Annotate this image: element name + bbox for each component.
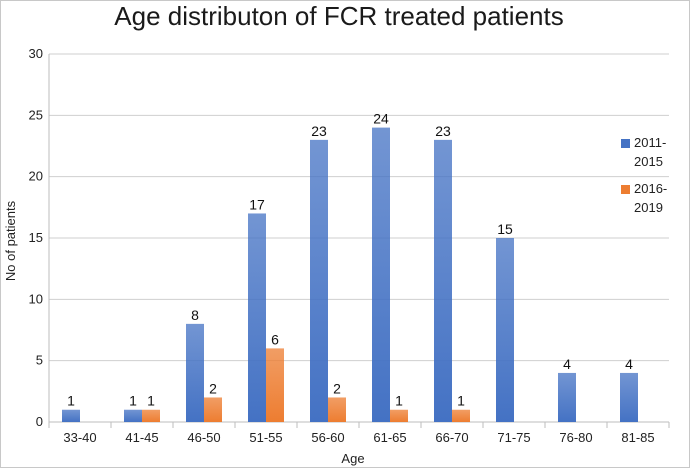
data-label: 2: [209, 380, 217, 396]
chart-title: Age distributon of FCR treated patients: [114, 1, 563, 31]
bar-series-2: [266, 348, 284, 422]
x-tick-label: 46-50: [187, 430, 220, 445]
x-tick-label: 71-75: [497, 430, 530, 445]
y-tick-label: 0: [36, 414, 43, 429]
x-axis-title: Age: [341, 451, 364, 466]
grid-lines: [49, 53, 669, 362]
bar-series-2: [204, 397, 222, 422]
x-tick-label: 61-65: [373, 430, 406, 445]
data-label: 8: [191, 307, 199, 323]
y-axis-title: No of patients: [3, 200, 18, 281]
bar-series-1: [434, 139, 452, 422]
legend-label: 2011-: [634, 135, 666, 150]
data-label: 17: [249, 196, 265, 212]
data-label: 1: [457, 393, 465, 409]
bar-series-1: [186, 323, 204, 422]
bar-series-1: [372, 127, 390, 422]
bar-series-1: [310, 139, 328, 422]
x-tick-label: 66-70: [435, 430, 468, 445]
bar-series-2: [328, 397, 346, 422]
x-tick-label: 76-80: [559, 430, 592, 445]
data-label: 15: [497, 221, 513, 237]
bar-series-2: [142, 409, 160, 422]
legend-label: 2019: [634, 200, 663, 215]
tick-labels: 0 5 10 15 20 25 30 33-40 41-45 46-50 51-55 56-60 61-…: [29, 46, 655, 445]
bars: [62, 127, 638, 422]
data-label: 24: [373, 111, 389, 127]
data-label: 1: [395, 393, 403, 409]
bar-series-1: [558, 372, 576, 422]
data-label: 23: [435, 123, 451, 139]
data-label: 4: [563, 356, 571, 372]
y-tick-label: 25: [29, 107, 43, 122]
data-label: 4: [625, 356, 633, 372]
y-tick-label: 15: [29, 230, 43, 245]
legend-label: 2015: [634, 154, 663, 169]
x-tick-label: 81-85: [621, 430, 654, 445]
bar-series-1: [620, 372, 638, 422]
data-label: 23: [311, 123, 327, 139]
data-label: 6: [271, 331, 279, 347]
x-tick-label: 41-45: [125, 430, 158, 445]
x-tick-label: 51-55: [249, 430, 282, 445]
axes: [48, 54, 670, 428]
x-tick-label: 33-40: [63, 430, 96, 445]
bar-series-2: [390, 409, 408, 422]
bar-series-1: [62, 409, 80, 422]
data-label: 1: [129, 393, 137, 409]
bar-series-1: [496, 238, 514, 422]
data-label: 1: [67, 393, 75, 409]
legend: 2011- 2015 2016- 2019: [621, 135, 667, 215]
legend-swatch: [621, 185, 630, 194]
y-tick-label: 30: [29, 46, 43, 61]
y-tick-label: 5: [36, 353, 43, 368]
bar-series-2: [452, 409, 470, 422]
y-tick-label: 20: [29, 169, 43, 184]
y-tick-label: 10: [29, 291, 43, 306]
x-tick-label: 56-60: [311, 430, 344, 445]
bar-series-1: [124, 409, 142, 422]
data-label: 1: [147, 393, 155, 409]
bar-series-1: [248, 213, 266, 422]
legend-label: 2016-: [634, 181, 667, 196]
data-label: 2: [333, 380, 341, 396]
legend-swatch: [621, 139, 630, 148]
